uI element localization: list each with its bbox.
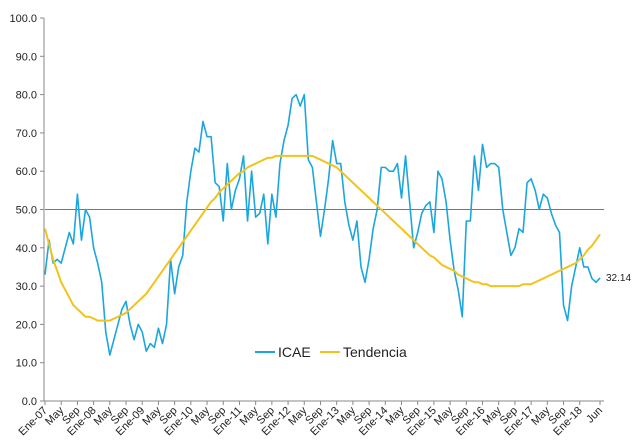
y-tick-label: 30.0 xyxy=(16,281,37,293)
y-tick-label: 40.0 xyxy=(16,243,37,255)
y-tick-label: 90.0 xyxy=(16,51,37,63)
legend-label: ICAE xyxy=(278,344,311,360)
y-tick-label: 0.0 xyxy=(22,396,37,408)
series-line xyxy=(44,154,601,322)
y-tick-label: 20.0 xyxy=(16,319,37,331)
y-tick-label: 50.0 xyxy=(16,205,37,217)
y-tick-label: 100.0 xyxy=(9,13,37,25)
y-tick-label: 80.0 xyxy=(16,90,37,102)
x-tick-label: Jun xyxy=(584,405,605,426)
series-line xyxy=(44,93,601,356)
y-tick-label: 10.0 xyxy=(16,358,37,370)
data-label: 32.14 xyxy=(606,273,631,284)
legend-label: Tendencia xyxy=(343,344,407,360)
y-tick-label: 60.0 xyxy=(16,166,37,178)
y-tick-label: 70.0 xyxy=(16,128,37,140)
